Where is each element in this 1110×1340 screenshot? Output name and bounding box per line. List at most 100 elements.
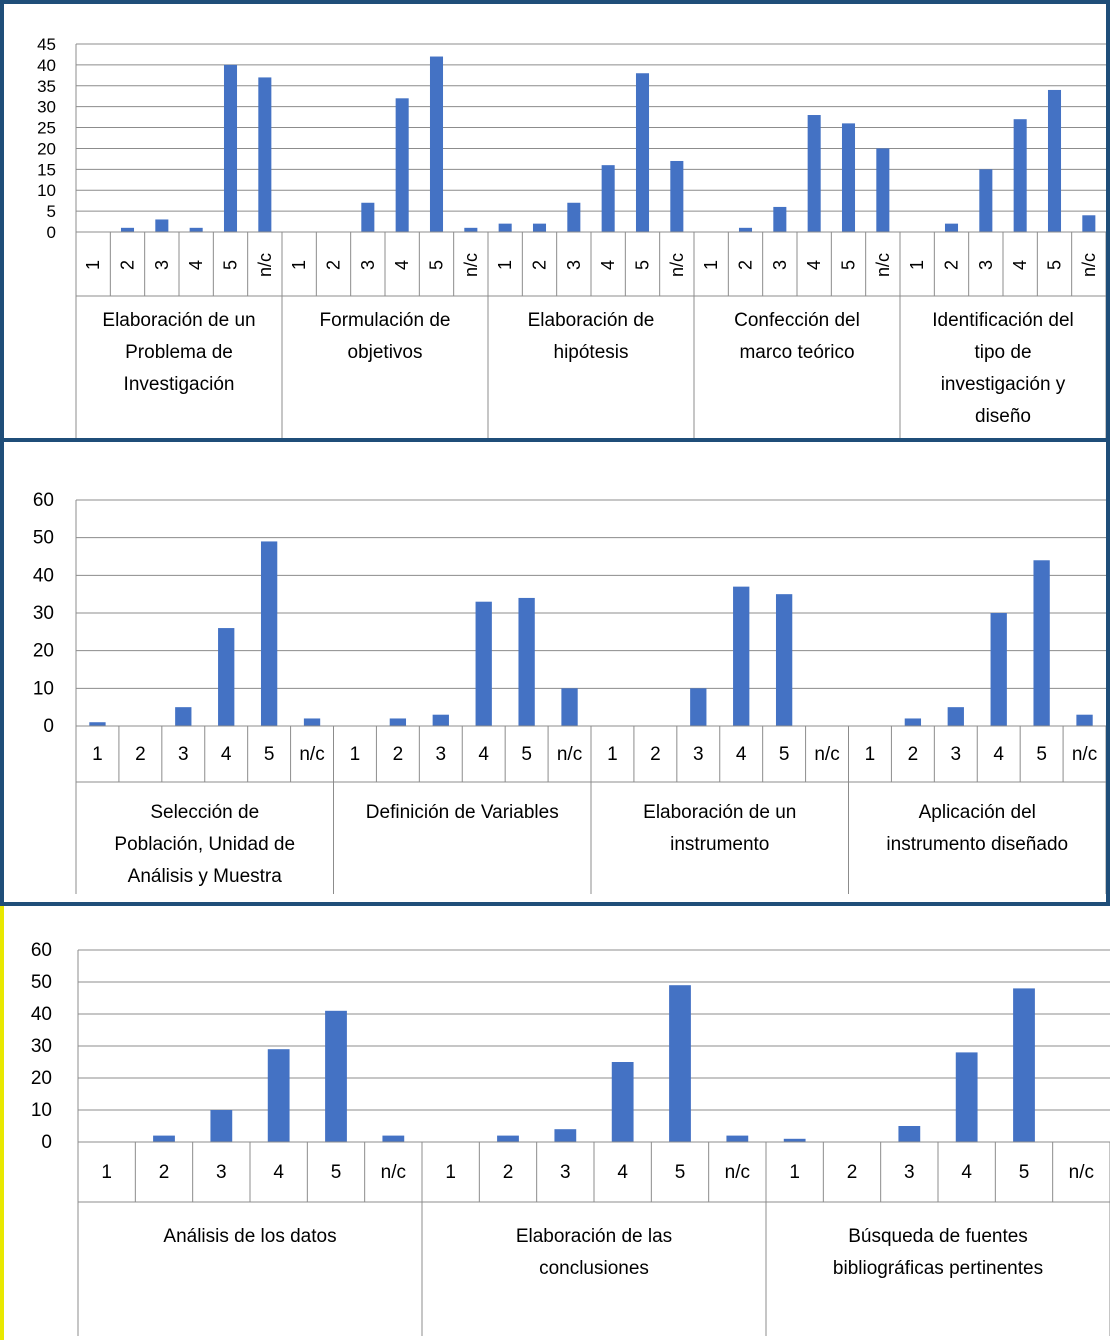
x-tick-label: 1 [101, 1162, 112, 1183]
x-tick-label: 1 [607, 744, 618, 765]
x-tick-label: 5 [264, 744, 275, 765]
bar [807, 115, 821, 232]
bar [175, 707, 192, 726]
bar [498, 223, 512, 232]
category-label: Población, Unidad de [114, 834, 295, 855]
x-tick-label: 4 [598, 260, 618, 270]
bar [726, 1135, 749, 1142]
x-tick-label: 5 [521, 744, 532, 765]
category-label: diseño [975, 406, 1031, 427]
category-label: conclusiones [539, 1258, 649, 1279]
bar [218, 628, 235, 726]
bar [223, 64, 238, 232]
x-tick-label: 1 [92, 744, 103, 765]
bar [532, 223, 547, 232]
x-tick-label: 4 [1010, 260, 1030, 270]
x-tick-label: 3 [560, 1162, 571, 1183]
category-label: Análisis de los datos [163, 1226, 336, 1247]
bar [1013, 119, 1027, 232]
bar [267, 1049, 290, 1142]
x-tick-label: 5 [1036, 744, 1047, 765]
bar-chart-3: 0 10 20 30 40 50 60 1 2 3 4 5 n/c Análisis de los dat… [31, 940, 1110, 1336]
bar [955, 1052, 978, 1142]
bar [567, 202, 581, 232]
y-tick-label: 35 [37, 77, 56, 96]
x-tick-label: 3 [693, 744, 704, 765]
y-tick-label: 20 [37, 139, 56, 158]
x-tick-label: 4 [736, 744, 747, 765]
x-tick-label: 2 [908, 744, 919, 765]
bar [155, 219, 169, 232]
bar [733, 586, 750, 726]
y-tick-label: 60 [33, 490, 54, 511]
x-tick-label: 2 [650, 744, 661, 765]
x-tick-label: 4 [186, 260, 206, 270]
x-tick-label: 2 [324, 260, 344, 270]
chart-panel-2: 0 10 20 30 40 50 60 1 2 3 4 5 n/c Selección de Poblaci… [0, 442, 1110, 906]
y-tick-label: 40 [33, 565, 54, 586]
bar [1033, 560, 1050, 726]
bar [189, 227, 203, 232]
category-label: Elaboración de un [102, 310, 255, 331]
category-label: instrumento diseñado [886, 834, 1068, 855]
x-tick-label: 5 [779, 744, 790, 765]
bar [561, 688, 578, 726]
bar [670, 160, 684, 232]
x-tick-label: 2 [530, 260, 550, 270]
category-label: Búsqueda de fuentes [848, 1226, 1028, 1247]
y-tick-label: 20 [33, 641, 54, 662]
category-label: investigación y [941, 374, 1066, 395]
y-tick-label: 5 [47, 202, 56, 221]
category-label: Problema de [125, 342, 233, 363]
x-tick-label: 5 [221, 260, 241, 270]
x-tick-label: 5 [1019, 1162, 1030, 1183]
x-tick-label: 5 [1045, 260, 1065, 270]
x-tick-label: 5 [331, 1162, 342, 1183]
bar [947, 707, 964, 726]
x-tick-label: 3 [904, 1162, 915, 1183]
category-label: Elaboración de las [516, 1226, 672, 1247]
x-tick-label: 2 [847, 1162, 858, 1183]
x-tick-label: 3 [216, 1162, 227, 1183]
bar [153, 1135, 175, 1142]
x-tick-label: 2 [942, 260, 962, 270]
bar [258, 77, 272, 232]
bar [979, 169, 993, 232]
y-tick-label: 0 [41, 1132, 52, 1153]
bar [898, 1126, 921, 1142]
category-label: Formulación de [320, 310, 451, 331]
x-tick-label: n/c [299, 744, 324, 765]
y-tick-label: 0 [47, 223, 56, 242]
x-tick-label: 1 [289, 260, 309, 270]
bar [904, 718, 922, 726]
y-tick-label: 20 [31, 1068, 52, 1089]
y-tick-label: 40 [37, 56, 56, 75]
x-tick-label: 3 [436, 744, 447, 765]
x-tick-label: 4 [392, 260, 412, 270]
chart-panel-1: 0 5 10 15 20 25 30 35 40 45 1 2 3 4 5 n/c Elaboración de… [0, 0, 1110, 442]
y-tick-label: 50 [31, 972, 52, 993]
x-tick-label: 2 [393, 744, 404, 765]
x-tick-label: 4 [961, 1162, 972, 1183]
bar [1076, 714, 1093, 726]
x-tick-label: 4 [221, 744, 232, 765]
category-label: Análisis y Muestra [128, 866, 283, 887]
y-tick-label: 45 [37, 35, 56, 54]
y-tick-label: 30 [37, 98, 56, 117]
y-tick-label: 0 [43, 716, 54, 737]
x-tick-label: 4 [478, 744, 489, 765]
y-tick-label: 60 [31, 940, 52, 961]
x-tick-label: n/c [255, 253, 275, 277]
bar [475, 601, 492, 726]
x-tick-label: 1 [350, 744, 361, 765]
x-tick-label: n/c [873, 253, 893, 277]
bar [432, 714, 449, 726]
x-tick-label: 3 [770, 260, 790, 270]
x-tick-label: n/c [381, 1162, 406, 1183]
bar [841, 123, 856, 232]
category-label: instrumento [670, 834, 769, 855]
bar [690, 688, 707, 726]
bar [389, 718, 407, 726]
x-tick-label: n/c [667, 253, 687, 277]
